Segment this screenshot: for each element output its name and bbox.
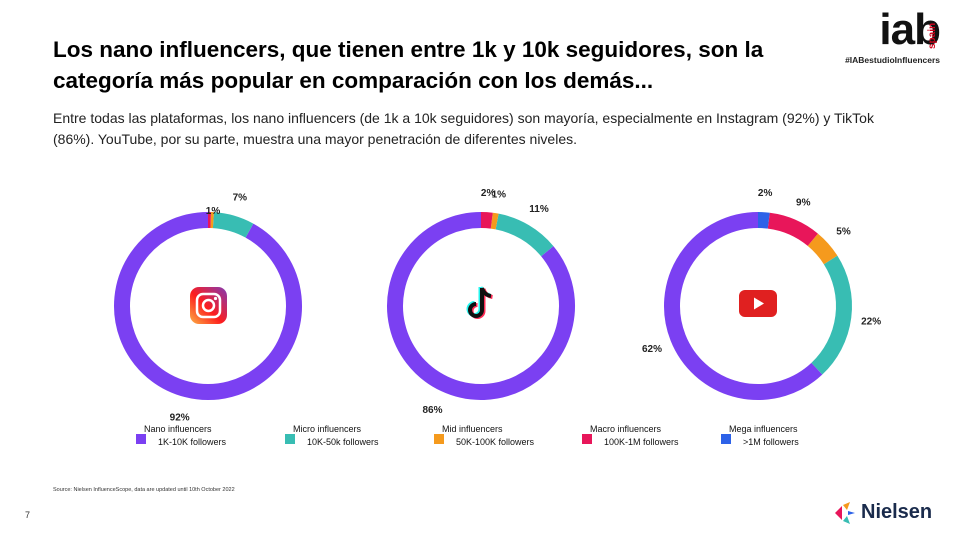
legend-swatch-nano — [136, 434, 146, 444]
donut-youtube-slice-mid — [807, 233, 838, 265]
legend-range-nano: 1K-10K followers — [158, 437, 227, 447]
instagram-icon — [190, 287, 227, 324]
legend-swatch-mega — [721, 434, 731, 444]
donut-youtube-slice-mega — [757, 212, 770, 229]
donut-tiktok-label-micro: 11% — [529, 204, 549, 215]
legend-micro: Micro influencers 10K-50k followers — [285, 423, 379, 449]
donut-tiktok-label-nano: 86% — [422, 405, 442, 416]
legend-label-mega: Mega influencers — [729, 424, 798, 434]
legend-label-macro: Macro influencers — [590, 424, 662, 434]
legend-label-mid: Mid influencers — [442, 424, 503, 434]
donut-youtube-label-mega: 2% — [758, 188, 773, 199]
nielsen-logo: Nielsen — [833, 500, 932, 531]
legend-swatch-mid — [434, 434, 444, 444]
legend-swatch-micro — [285, 434, 295, 444]
donut-tiktok-slice-mid — [490, 212, 499, 230]
donut-tiktok-slice-micro — [495, 213, 554, 257]
legend-mega: Mega influencers >1M followers — [721, 423, 799, 449]
page-number: 7 — [25, 510, 31, 520]
tiktok-icon — [466, 286, 493, 319]
legend-nano: Nano influencers 1K-10K followers — [136, 423, 227, 449]
legend-label-nano: Nano influencers — [144, 424, 212, 434]
donut-tiktok-label-mid: 1% — [492, 189, 507, 200]
donut-tiktok-label-macro: 2% — [481, 188, 496, 199]
legend-range-mega: >1M followers — [743, 437, 799, 447]
source-note: Source: Nielsen InfluenceScope, data are… — [53, 487, 235, 493]
legend-label-micro: Micro influencers — [293, 424, 362, 434]
iab-logo: iab spain #IABestudioInfluencers — [845, 5, 941, 66]
legend-range-mid: 50K-100K followers — [456, 437, 535, 447]
donut-instagram-label-nano: 92% — [170, 412, 190, 423]
donut-youtube-label-micro: 22% — [861, 316, 881, 327]
donut-tiktok-slice-nano — [387, 212, 575, 400]
donut-instagram-label-macro: 1% — [206, 206, 221, 217]
page-subtitle: Entre todas las plataformas, los nano in… — [53, 110, 874, 147]
legend-range-micro: 10K-50k followers — [307, 437, 379, 447]
hashtag: #IABestudioInfluencers — [845, 55, 940, 65]
iab-wordmark: iab — [879, 5, 941, 54]
donut-instagram-slice-micro — [212, 212, 254, 238]
legend-range-macro: 100K-1M followers — [604, 437, 679, 447]
legend-mid: Mid influencers 50K-100K followers — [434, 423, 535, 449]
legend-swatch-macro — [582, 434, 592, 444]
donut-youtube-label-macro: 9% — [796, 197, 811, 208]
nielsen-mark-icon — [835, 502, 855, 524]
donut-youtube-label-nano: 62% — [642, 344, 662, 355]
donut-instagram-slice-nano — [114, 212, 302, 400]
donut-youtube-slice-nano — [664, 212, 823, 400]
nielsen-wordmark: Nielsen — [861, 501, 933, 523]
donut-youtube-slice-micro — [811, 255, 852, 375]
donut-tiktok-slice-macro — [480, 212, 493, 229]
page-title: Los nano influencers, que tienen entre 1… — [53, 37, 764, 93]
donut-youtube-slice-macro — [767, 212, 818, 247]
donut-instagram-label-micro: 7% — [233, 193, 248, 204]
donut-youtube-label-mid: 5% — [836, 227, 851, 238]
legend-macro: Macro influencers 100K-1M followers — [582, 423, 679, 449]
youtube-icon — [739, 290, 777, 317]
